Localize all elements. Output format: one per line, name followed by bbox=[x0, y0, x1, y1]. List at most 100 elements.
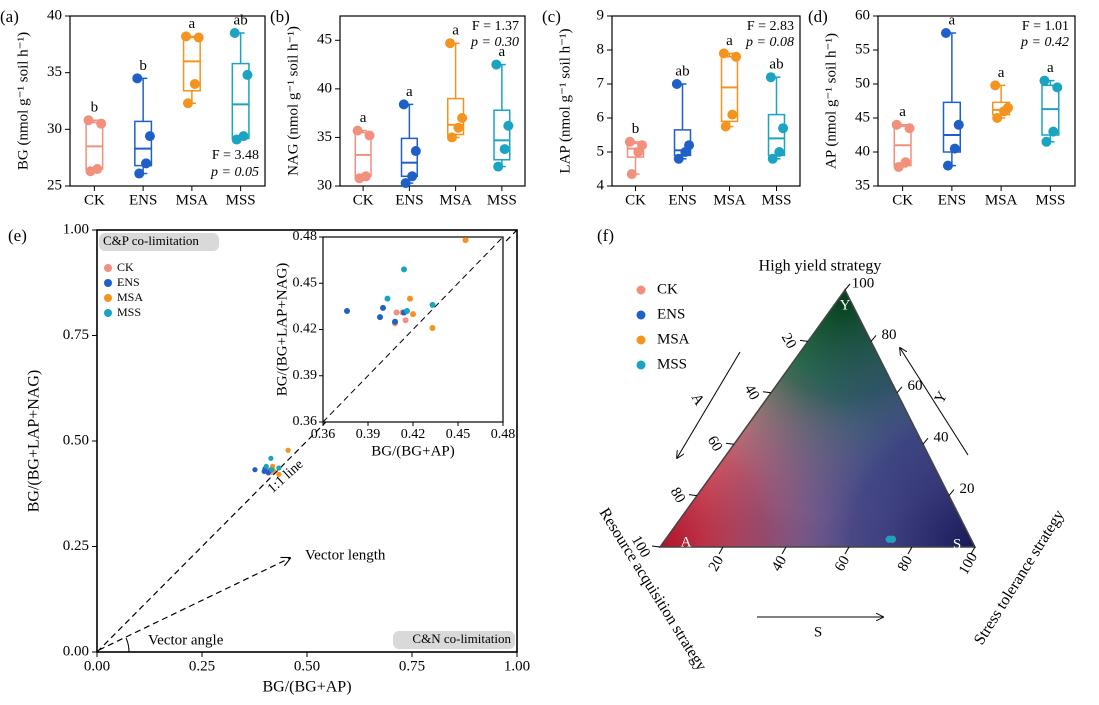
data-point bbox=[904, 123, 915, 134]
vector-length-label: Vector length bbox=[305, 547, 386, 563]
data-point bbox=[410, 146, 421, 157]
data-point bbox=[252, 467, 258, 473]
data-point bbox=[491, 59, 502, 70]
x-tick-label: MSA bbox=[985, 192, 1018, 208]
legend-label: MSS bbox=[117, 305, 141, 319]
y-tick-label: 0.25 bbox=[63, 538, 89, 554]
data-point bbox=[380, 304, 386, 311]
data-point bbox=[182, 98, 193, 109]
x-tick-label: MSS bbox=[1035, 192, 1065, 208]
data-point bbox=[891, 119, 902, 130]
data-point bbox=[429, 301, 436, 308]
y-tick-label: 9 bbox=[597, 7, 605, 23]
s-tick bbox=[907, 546, 913, 555]
box bbox=[493, 109, 511, 161]
legend-label: ENS bbox=[117, 275, 140, 289]
legend-marker bbox=[104, 264, 112, 272]
data-point bbox=[229, 28, 240, 38]
s-tick-label: 100 bbox=[956, 550, 981, 577]
significance-letter: a bbox=[949, 12, 956, 28]
y-tick-label: 40 bbox=[934, 430, 949, 446]
data-point bbox=[231, 134, 242, 145]
legend-label: CK bbox=[657, 281, 678, 297]
inset-y-axis-label: BG/(BG+LAP+NAG) bbox=[274, 263, 290, 397]
s-tick-label: 80 bbox=[895, 553, 916, 574]
data-point bbox=[268, 455, 274, 461]
corner-y: Y bbox=[840, 297, 851, 313]
a-arrow bbox=[677, 351, 741, 458]
data-point bbox=[992, 113, 1003, 123]
box bbox=[400, 137, 418, 178]
annotation-box bbox=[393, 631, 515, 649]
data-point bbox=[276, 465, 282, 471]
y-axis-label: BG/(BG+LAP+NAG) bbox=[26, 370, 43, 513]
panel-label: (e) bbox=[8, 226, 27, 245]
s-axis-title: Stress tolerance strategy bbox=[971, 507, 1068, 648]
a-tick bbox=[799, 339, 809, 342]
legend-marker bbox=[104, 279, 112, 287]
significance-letter: a bbox=[452, 23, 459, 39]
data-point bbox=[453, 122, 464, 133]
y-axis-label: AP (nmol g⁻¹ soil h⁻¹) bbox=[823, 33, 839, 169]
data-point bbox=[407, 295, 413, 302]
x-tick-label: CK bbox=[84, 192, 105, 208]
x-axis-label: BG/(BG+AP) bbox=[262, 679, 351, 696]
box bbox=[626, 142, 645, 158]
data-point bbox=[352, 125, 363, 136]
data-point bbox=[673, 153, 684, 164]
y-tick-label: 35 bbox=[855, 177, 870, 193]
x-tick-label: 0.50 bbox=[294, 658, 320, 674]
data-point bbox=[404, 308, 410, 314]
stat-p: p = 0.05 bbox=[210, 165, 259, 180]
data-point bbox=[85, 166, 96, 177]
inset-frame bbox=[322, 236, 504, 423]
data-point bbox=[718, 48, 729, 59]
data-point bbox=[731, 51, 742, 62]
legend-label: CK bbox=[117, 260, 134, 274]
annotation-box bbox=[99, 233, 219, 251]
significance-letter: a bbox=[726, 33, 733, 49]
panel-label: (d) bbox=[808, 7, 828, 26]
stat-f: F = 3.48 bbox=[212, 148, 259, 163]
stat-f: F = 1.37 bbox=[472, 19, 519, 34]
data-point bbox=[893, 161, 904, 172]
s-tick bbox=[718, 546, 724, 555]
s-tick bbox=[970, 546, 976, 555]
significance-letter: b bbox=[632, 121, 640, 137]
significance-letter: a bbox=[899, 104, 906, 120]
data-point bbox=[626, 169, 637, 180]
significance-letter: ab bbox=[769, 57, 783, 73]
y-axis-label: LAP (nmol g⁻¹ soil h⁻¹) bbox=[557, 28, 573, 173]
legend-marker bbox=[104, 294, 112, 302]
box bbox=[182, 36, 201, 92]
inset-y-tick-label: 0.42 bbox=[293, 322, 318, 337]
data-point bbox=[263, 463, 269, 469]
y-tick-label: 25 bbox=[47, 177, 62, 193]
data-point bbox=[1052, 82, 1063, 93]
strategy-gradient bbox=[660, 290, 975, 547]
y-tick-label: 5 bbox=[597, 143, 605, 159]
y-arrow bbox=[900, 348, 969, 456]
y-tick-label: 4 bbox=[597, 177, 605, 193]
s-arrow-label: S bbox=[814, 624, 822, 640]
inset-x-tick-label: 0.42 bbox=[401, 427, 426, 442]
y-tick bbox=[870, 335, 877, 342]
s-tick-label: 40 bbox=[769, 553, 790, 574]
legend-marker bbox=[636, 310, 646, 320]
vector-length-arrow bbox=[98, 558, 290, 651]
data-point bbox=[493, 161, 504, 172]
plot-frame bbox=[877, 15, 1076, 187]
data-point bbox=[83, 115, 94, 126]
s-tick-label: 60 bbox=[832, 553, 853, 574]
legend-marker bbox=[636, 285, 646, 295]
data-point bbox=[462, 237, 469, 244]
a-tick-label: 80 bbox=[667, 485, 688, 506]
ternary-frame bbox=[658, 288, 977, 548]
s-tick bbox=[781, 546, 787, 555]
inset-y-tick-label: 0.48 bbox=[293, 229, 318, 244]
inset-one-to-one-line bbox=[322, 236, 504, 423]
y-tick-label: 100 bbox=[852, 275, 875, 291]
significance-letter: a bbox=[998, 65, 1005, 81]
data-point bbox=[242, 69, 253, 80]
legend-marker bbox=[104, 309, 112, 317]
